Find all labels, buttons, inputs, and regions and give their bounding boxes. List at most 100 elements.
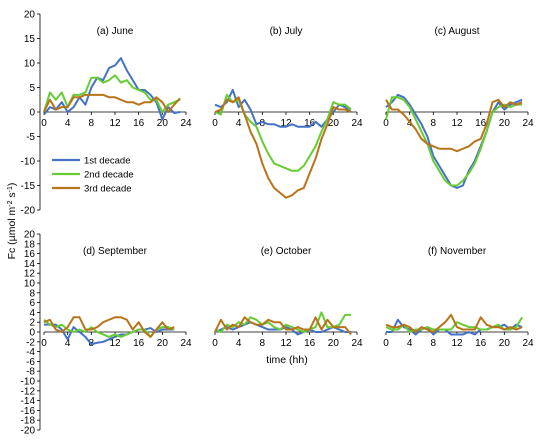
- series-line: [44, 323, 175, 346]
- x-tick-label: 20: [157, 118, 169, 129]
- y-tick-label: 0: [29, 108, 35, 119]
- x-tick-label: 16: [133, 338, 145, 349]
- x-tick-label: 8: [260, 118, 266, 129]
- x-tick-label: 20: [499, 118, 511, 129]
- x-tick-label: 0: [41, 338, 47, 349]
- y-tick-label: -10: [21, 157, 36, 168]
- x-tick-label: 12: [451, 338, 463, 349]
- series-line: [385, 313, 523, 333]
- x-axis-label: time (hh): [266, 354, 307, 366]
- x-tick-label: 4: [65, 338, 71, 349]
- y-tick-label: 5: [29, 83, 35, 94]
- x-tick-label: 4: [407, 338, 413, 349]
- y-axis-bottom: 20181614121086420-2-4-6-8-10-12-14-16-18…: [21, 230, 41, 437]
- y-tick-label: 2: [29, 318, 35, 329]
- x-tick-label: 4: [65, 118, 71, 129]
- x-tick-label: 20: [157, 338, 169, 349]
- series-line: [214, 96, 352, 199]
- series-line: [385, 96, 523, 187]
- y-tick-label: 15: [24, 34, 36, 45]
- legend-label: 3rd decade: [84, 184, 132, 195]
- y-tick-label: -20: [21, 206, 36, 217]
- y-tick-label: -10: [21, 377, 36, 388]
- x-tick-label: 16: [475, 118, 487, 129]
- y-tick-label: -2: [26, 337, 35, 348]
- panel-title: (e) October: [261, 246, 312, 257]
- y-tick-label: 10: [24, 59, 36, 70]
- x-tick-label: 8: [431, 338, 437, 349]
- y-tick-label: -12: [21, 386, 36, 397]
- x-tick-label: 12: [280, 338, 292, 349]
- panel-title: (d) September: [83, 246, 148, 257]
- y-tick-label: 20: [24, 10, 36, 21]
- x-tick-label: 4: [236, 118, 242, 129]
- panel-title: (c) August: [434, 26, 479, 37]
- y-tick-label: -16: [21, 406, 36, 417]
- x-tick-label: 12: [109, 338, 121, 349]
- y-tick-label: 4: [29, 308, 35, 319]
- legend-label: 2nd decade: [84, 170, 134, 181]
- x-tick-label: 24: [351, 118, 363, 129]
- x-tick-label: 0: [212, 338, 218, 349]
- y-tick-label: -4: [26, 347, 35, 358]
- x-tick-label: 4: [236, 338, 242, 349]
- series-line: [43, 57, 181, 121]
- panel: 0 4 8 12 16 20 24(d) September: [41, 246, 192, 349]
- series-line: [214, 93, 352, 172]
- y-tick-label: -8: [26, 367, 35, 378]
- series-line: [43, 93, 181, 113]
- y-tick-label: 8: [29, 288, 35, 299]
- x-tick-label: 0: [383, 338, 389, 349]
- x-tick-label: 24: [180, 338, 192, 349]
- x-tick-label: 0: [41, 118, 47, 129]
- x-tick-label: 16: [133, 118, 145, 129]
- x-tick-label: 16: [475, 338, 487, 349]
- y-tick-label: -6: [26, 357, 35, 368]
- x-tick-label: 16: [304, 338, 316, 349]
- panel-title: (b) July: [270, 26, 303, 37]
- x-tick-label: 20: [328, 118, 340, 129]
- legend: 1st decade 2nd decade 3rd decade: [46, 150, 154, 200]
- y-tick-label: 0: [29, 328, 35, 339]
- y-tick-label: 10: [24, 279, 36, 290]
- panel: 0 4 8 12 16 20 24 (e) October: [212, 246, 363, 349]
- y-tick-label: 14: [24, 259, 36, 270]
- x-tick-label: 16: [304, 118, 316, 129]
- x-tick-label: 8: [89, 118, 95, 129]
- series-line: [43, 74, 181, 113]
- y-tick-label: -15: [21, 181, 36, 192]
- x-tick-label: 20: [499, 338, 511, 349]
- x-tick-label: 8: [260, 338, 266, 349]
- panel: 0 4 8 12 16 20 24 (b) July: [212, 26, 363, 199]
- x-tick-label: 12: [280, 118, 292, 129]
- y-tick-label: 18: [24, 239, 36, 250]
- x-tick-label: 0: [212, 118, 218, 129]
- panel-title: (f) November: [428, 246, 487, 257]
- y-tick-label: 20: [24, 230, 36, 241]
- y-axis-label: Fc (µmol m-2 s-1): [6, 183, 18, 260]
- y-tick-label: 6: [29, 298, 35, 309]
- panel: 0 4 8 12 16 20 24 (f) November: [383, 246, 534, 349]
- panel-title: (a) June: [97, 26, 134, 37]
- y-tick-label: -20: [21, 426, 36, 437]
- y-axis-top: 20 15 10 5 0 -5 -10 -15 -20: [21, 10, 41, 217]
- y-tick-label: -5: [26, 132, 35, 143]
- series-line: [43, 316, 175, 338]
- panel: 0 4 8 12 16 20 24(c) August: [383, 26, 534, 189]
- series-line: [385, 98, 523, 153]
- series-line: [214, 316, 352, 336]
- x-tick-label: 12: [451, 118, 463, 129]
- x-tick-label: 24: [351, 338, 363, 349]
- x-tick-label: 24: [180, 118, 192, 129]
- x-tick-label: 24: [522, 118, 534, 129]
- y-tick-label: -14: [21, 396, 36, 407]
- chart-panels: 0 4 8 12 16 20 24 (a) June 0 4 8 12 16 20 24 (b) July 0 4…: [41, 26, 534, 349]
- y-tick-label: 12: [24, 269, 36, 280]
- y-tick-label: -18: [21, 416, 36, 427]
- series-line: [385, 316, 523, 333]
- x-tick-label: 0: [383, 118, 389, 129]
- legend-label: 1st decade: [84, 156, 130, 167]
- y-tick-label: 16: [24, 249, 36, 260]
- x-tick-label: 8: [431, 118, 437, 129]
